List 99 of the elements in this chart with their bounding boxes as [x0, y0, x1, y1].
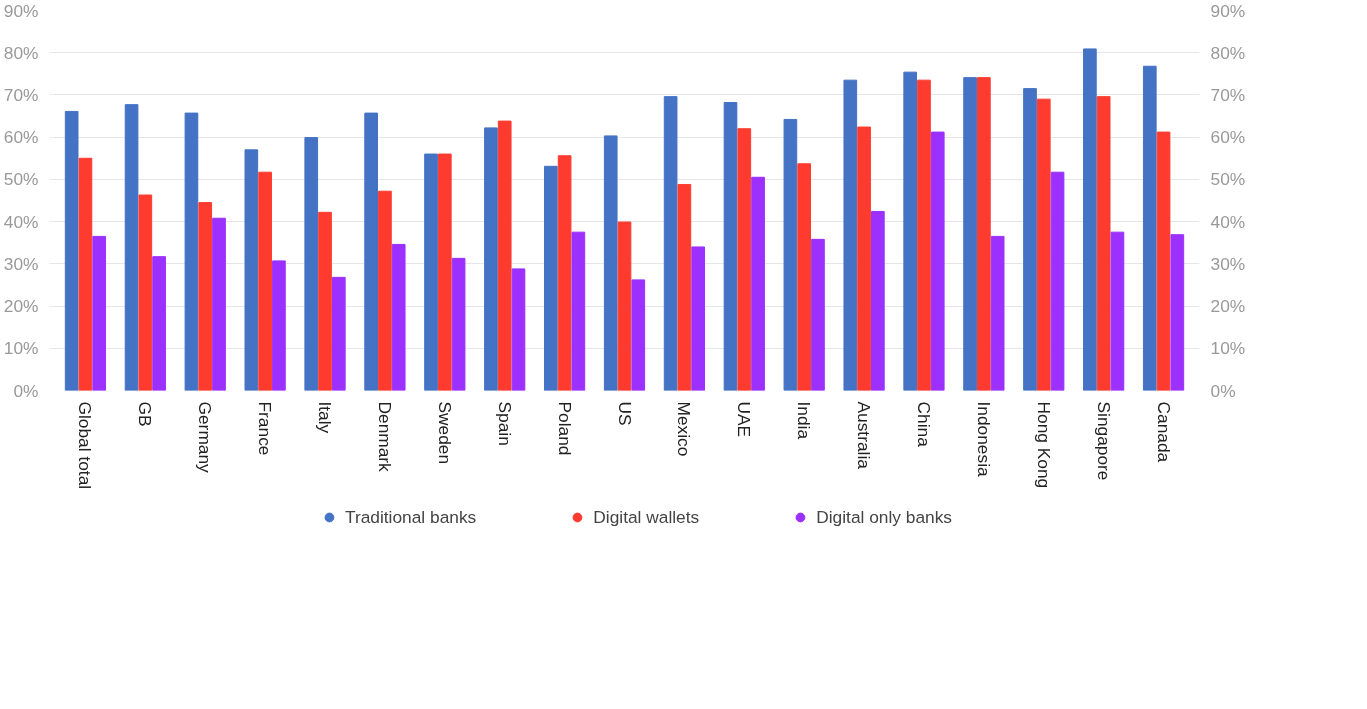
- bar: [1083, 48, 1097, 391]
- y-tick-label: 0%: [13, 380, 39, 401]
- bar: [1156, 131, 1171, 391]
- y2-tick-label: 60%: [1210, 127, 1246, 148]
- x-tick-label: Germany: [195, 401, 216, 474]
- bar: [571, 231, 586, 391]
- bar: [138, 194, 153, 391]
- bar: [1096, 96, 1111, 391]
- bar: [783, 118, 798, 391]
- bar: [1023, 88, 1037, 391]
- y-tick-label: 10%: [3, 338, 39, 359]
- y-tick-label: 60%: [3, 127, 39, 148]
- y-tick-label: 30%: [3, 253, 39, 274]
- x-tick-label: Australia: [854, 401, 875, 470]
- bar: [903, 71, 918, 391]
- bar: [691, 246, 706, 391]
- bar: [857, 126, 871, 391]
- x-tick-label: China: [913, 401, 934, 448]
- bar: [930, 131, 945, 391]
- y-tick-label: 90%: [3, 0, 39, 21]
- y2-tick-label: 40%: [1210, 211, 1246, 232]
- bar: [617, 221, 632, 391]
- bar: [184, 112, 199, 391]
- y-tick-label: 20%: [3, 296, 39, 317]
- y2-tick-label: 0%: [1210, 380, 1236, 401]
- bar: [917, 79, 931, 391]
- bar: [843, 79, 858, 391]
- bar: [124, 104, 139, 391]
- bar: [871, 210, 885, 391]
- bar: [304, 137, 319, 391]
- x-tick-label: Poland: [554, 401, 575, 456]
- bar: [1110, 231, 1125, 391]
- y2-tick-label: 80%: [1210, 42, 1246, 63]
- bar: [364, 112, 378, 391]
- bar: [963, 77, 977, 391]
- bar: [92, 235, 107, 391]
- x-tick-label: US: [614, 401, 635, 426]
- x-tick-label: Denmark: [374, 401, 395, 473]
- x-tick-label: Hong Kong: [1033, 401, 1054, 489]
- legend-label: Digital only banks: [816, 506, 953, 528]
- y2-tick-label: 10%: [1210, 338, 1246, 359]
- bar: [451, 257, 466, 391]
- y2-tick-label: 70%: [1210, 84, 1246, 105]
- x-tick-label: Italy: [315, 401, 336, 434]
- bar: [78, 157, 93, 391]
- y2-tick-label: 20%: [1210, 296, 1246, 317]
- bar: [424, 153, 438, 391]
- bar: [631, 279, 646, 391]
- bar: [1170, 234, 1185, 391]
- y-tick-label: 50%: [3, 169, 39, 190]
- x-tick-label: Indonesia: [973, 401, 994, 478]
- bar: [663, 96, 678, 391]
- bar: [378, 190, 392, 391]
- y-tick-label: 40%: [3, 211, 39, 232]
- bar: [751, 176, 765, 391]
- x-tick-label: India: [794, 401, 815, 440]
- bar: [212, 217, 226, 391]
- bar: [198, 202, 213, 391]
- x-tick-label: Canada: [1153, 401, 1174, 463]
- bar: [244, 149, 259, 391]
- bar: [484, 127, 498, 391]
- bar: [977, 77, 991, 391]
- bar: [557, 155, 572, 391]
- bar: [543, 165, 558, 391]
- y-tick-label: 70%: [3, 84, 39, 105]
- bar: [497, 120, 512, 391]
- x-tick-label: UAE: [734, 401, 755, 438]
- x-tick-label: France: [255, 401, 276, 456]
- bar: [603, 135, 618, 391]
- bar: [64, 110, 79, 391]
- bar: [391, 243, 406, 391]
- bar: [437, 153, 452, 391]
- bar: [811, 238, 825, 391]
- bar: [318, 211, 332, 391]
- bar: [152, 256, 166, 391]
- bar: [1050, 171, 1065, 391]
- y2-tick-label: 30%: [1210, 253, 1246, 274]
- bar: [511, 268, 526, 391]
- bar: [1142, 65, 1157, 391]
- x-tick-label: Spain: [494, 401, 515, 446]
- legend-label: Traditional banks: [344, 506, 477, 528]
- x-tick-label: Global total: [75, 401, 96, 490]
- x-tick-label: GB: [135, 401, 156, 427]
- bar: [331, 276, 346, 391]
- x-tick-label: Sweden: [434, 401, 455, 465]
- y2-tick-label: 50%: [1210, 169, 1246, 190]
- bar: [797, 163, 812, 391]
- y2-tick-label: 90%: [1210, 0, 1246, 21]
- bar: [737, 128, 752, 391]
- y-tick-label: 80%: [3, 42, 39, 63]
- legend-label: Digital wallets: [593, 506, 700, 528]
- bar: [272, 260, 286, 391]
- bar: [677, 183, 692, 391]
- x-tick-label: Mexico: [674, 401, 695, 457]
- bar: [723, 102, 738, 391]
- bar: [1036, 98, 1051, 391]
- x-tick-label: Singapore: [1093, 401, 1114, 481]
- bar: [258, 171, 272, 391]
- bar: [990, 235, 1005, 391]
